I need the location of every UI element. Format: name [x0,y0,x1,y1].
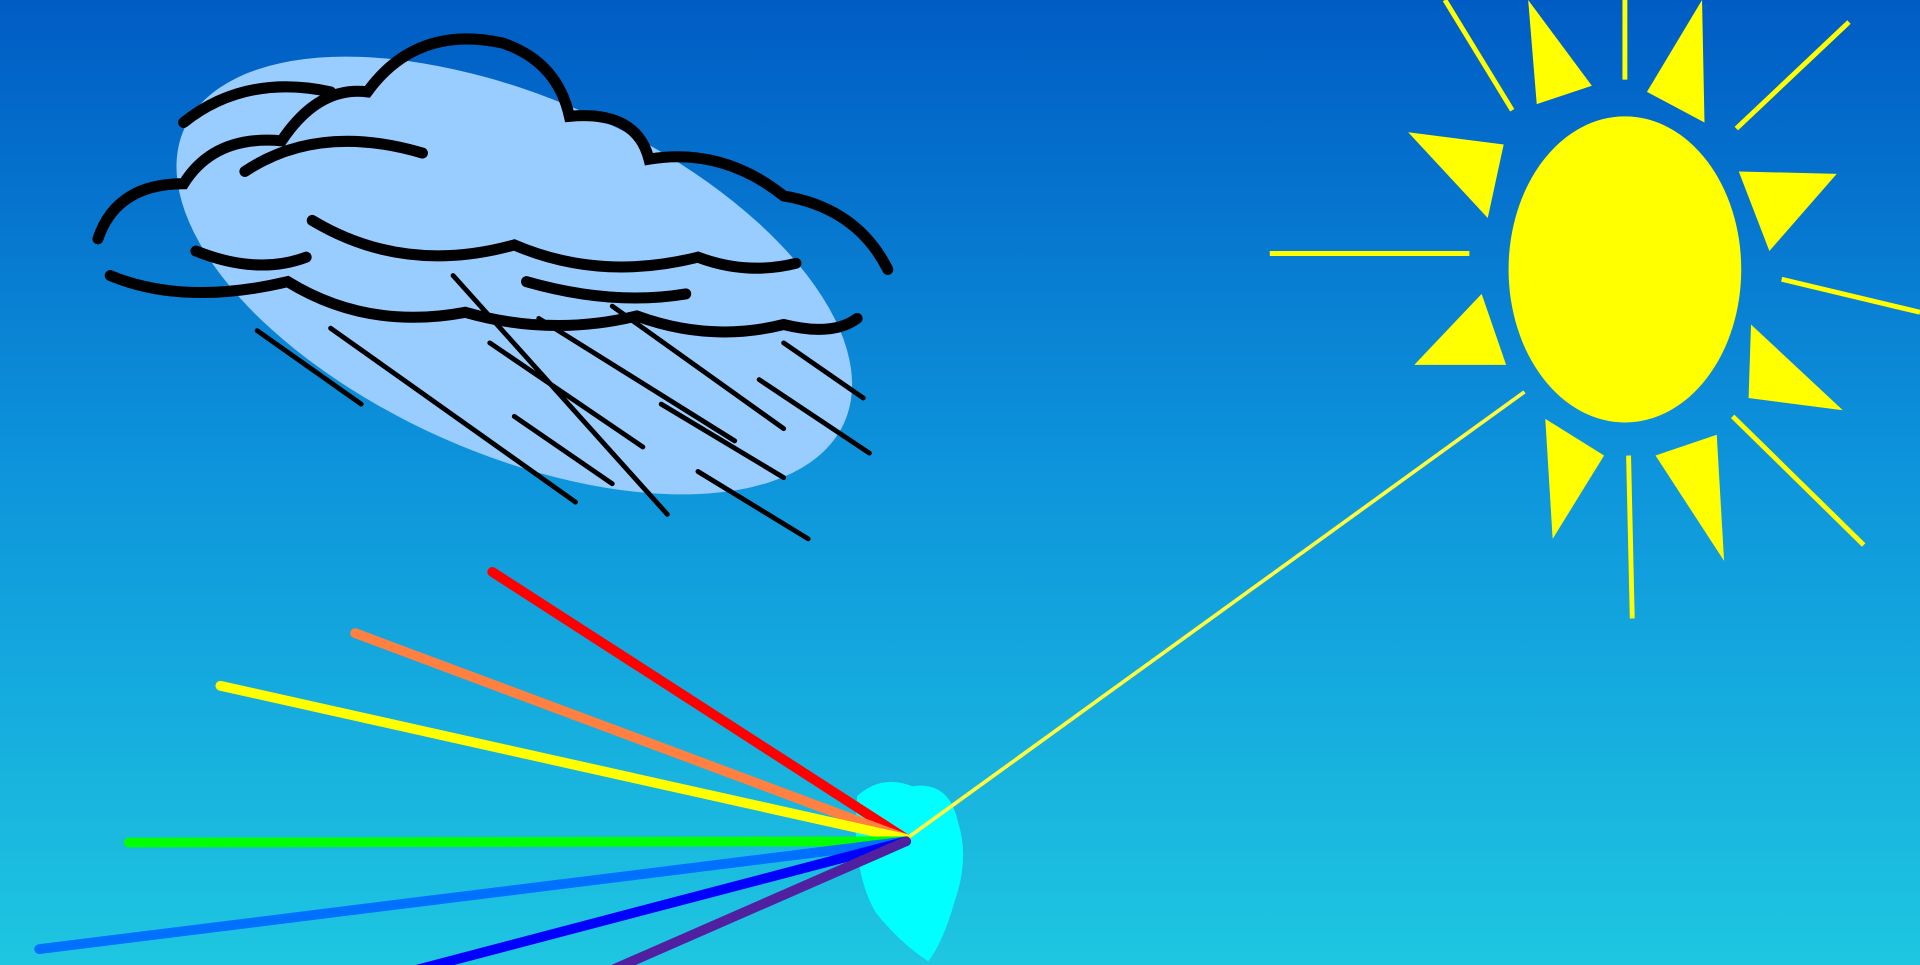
raindrop [328,325,578,505]
yellow-band [215,680,912,844]
cloud-outline [190,245,312,271]
cloud-outline [239,135,428,177]
blue-band [34,836,912,954]
cloud-outline [92,33,894,275]
raindrop [695,469,811,542]
spectrum [34,566,912,965]
sun-spike [1655,434,1725,561]
raindrop [487,340,646,450]
orange-band [350,628,912,844]
raindrop [756,377,872,456]
sun-spike [1646,0,1705,123]
raindrop [254,328,364,407]
sun-spike [1408,132,1504,218]
sun-ray [1442,0,1515,112]
sun-ray [1781,276,1920,315]
sun-spike [1528,0,1592,105]
sun-spike [1545,418,1605,539]
violet-band [611,836,912,965]
light-ray [905,390,1526,841]
sun-spike [1738,171,1837,252]
rain [254,273,872,542]
red-band [487,566,912,844]
cloud-outline [306,214,802,274]
raindrop [781,340,866,401]
sun-disc [1508,116,1742,423]
cloud [92,33,894,542]
sun-ray [1734,20,1851,131]
indigo-band [415,836,912,965]
green-band [123,836,912,848]
raindrop [511,413,615,487]
sun [1269,0,1920,619]
sun-ray [1730,414,1866,547]
sun-spike [1414,293,1507,365]
sun-ray [1626,455,1635,619]
raindrop [609,303,787,432]
cloud-outline [104,270,863,338]
raindrop [658,401,787,481]
raindrop [450,273,670,517]
raindrop [536,315,738,444]
cloud-outline [178,81,337,128]
cloud-outline [521,276,692,304]
sun-spike [1748,324,1843,411]
cloud-body [176,56,853,495]
